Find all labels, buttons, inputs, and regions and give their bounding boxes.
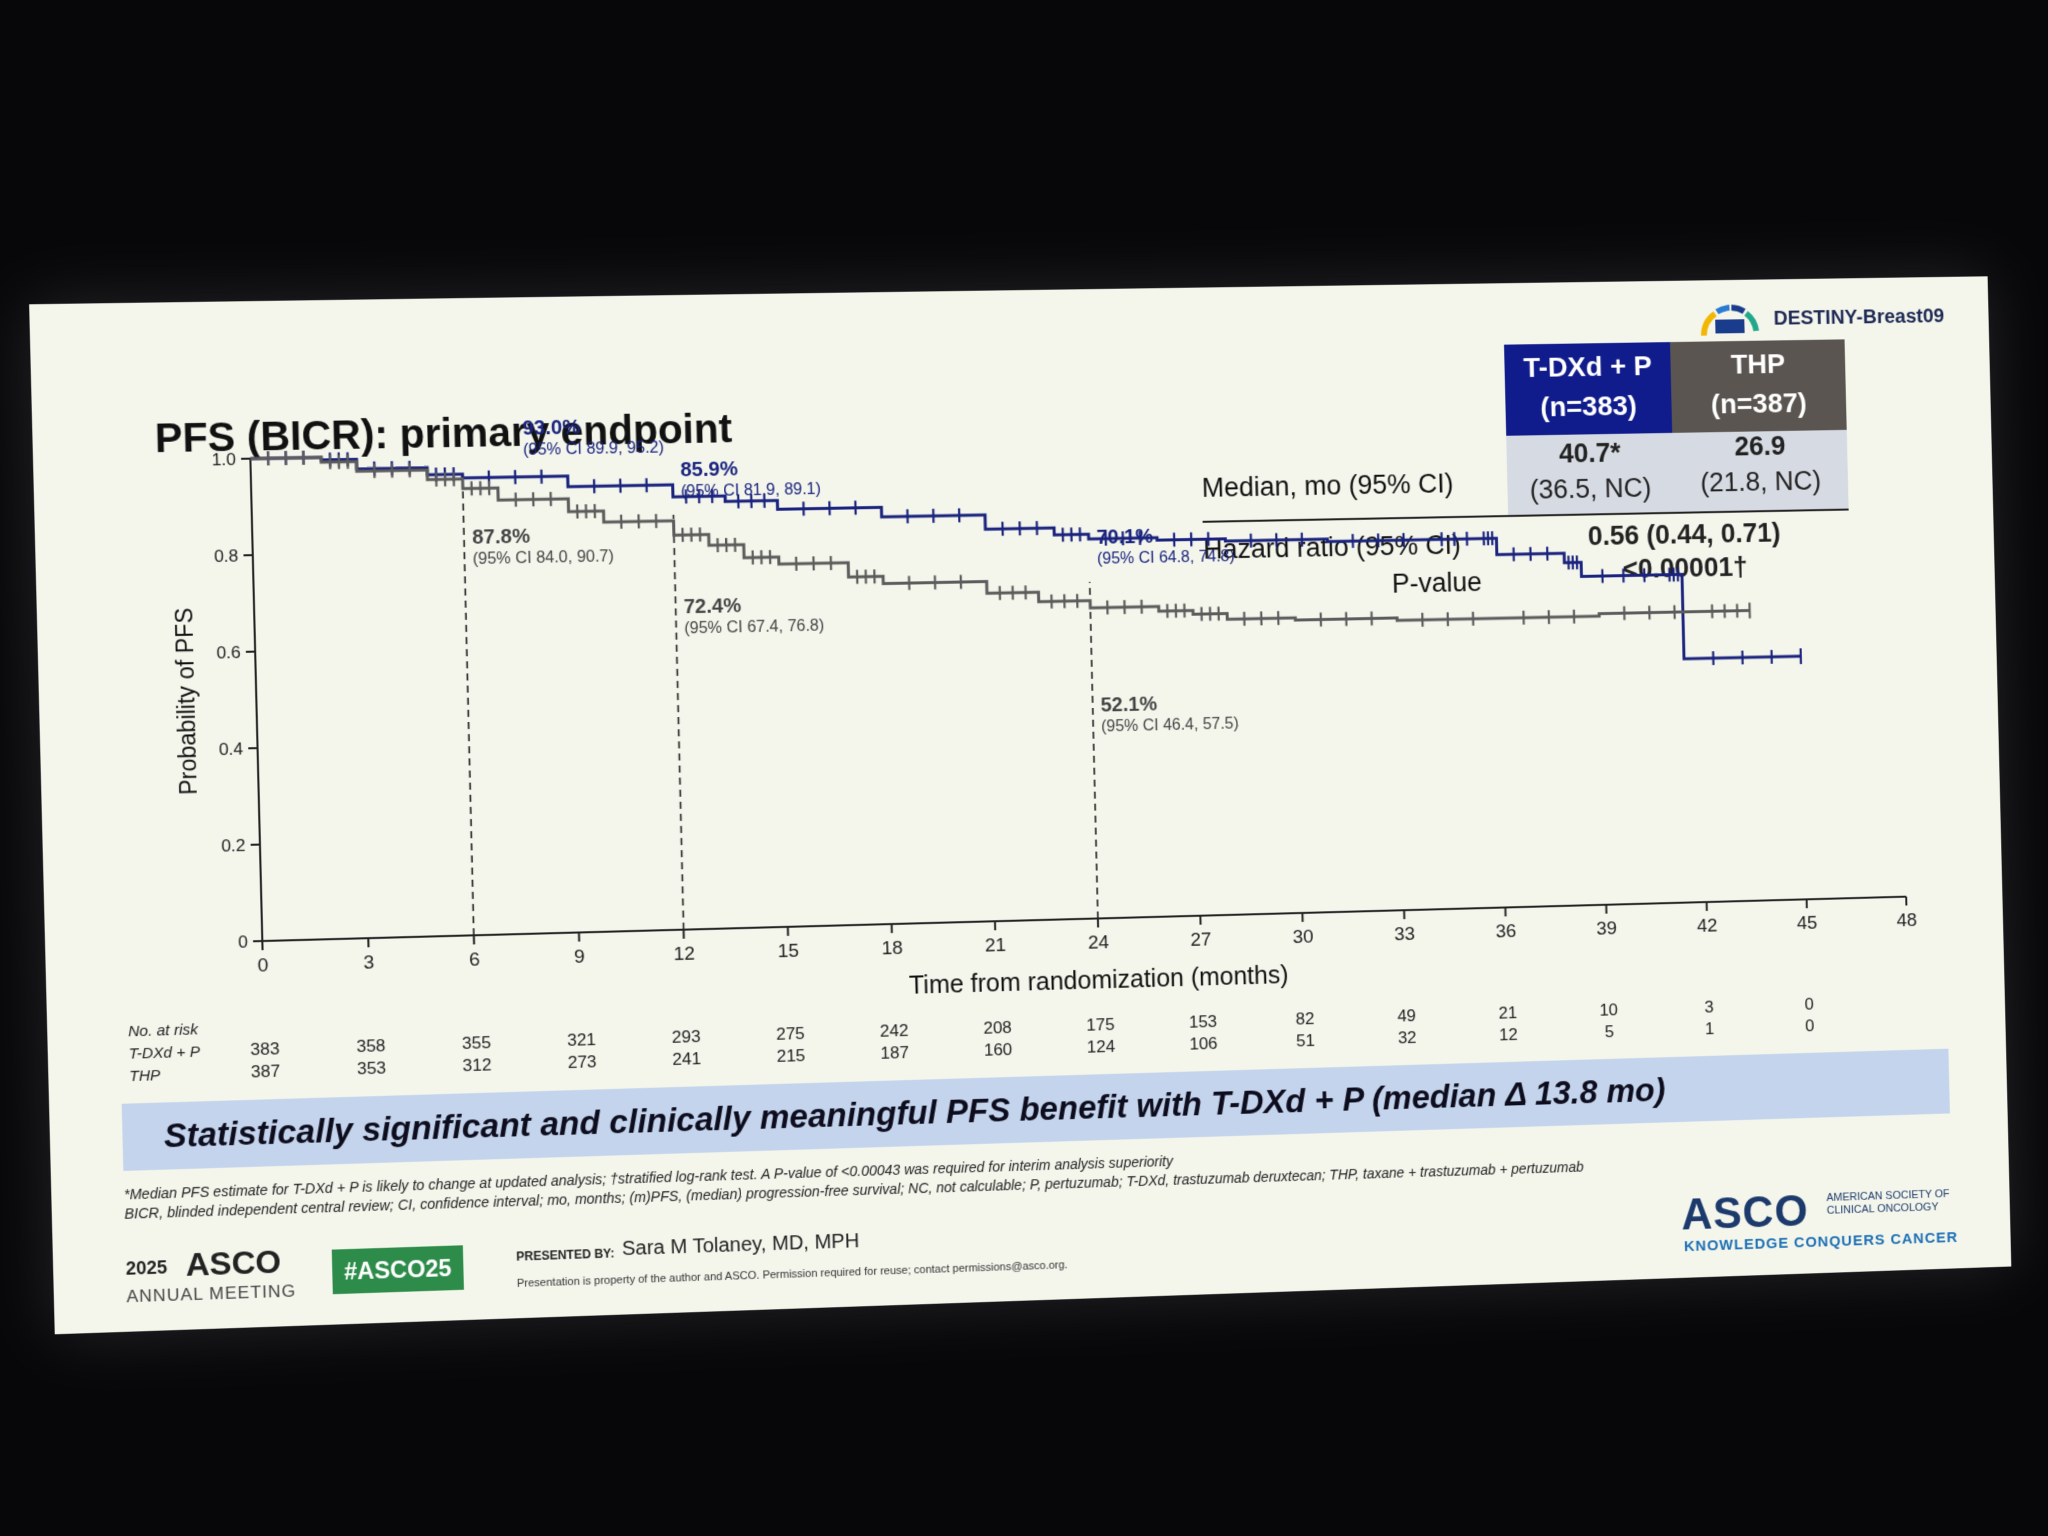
at-risk-value: 153 (1189, 1011, 1218, 1032)
y-tick-label: 1.0 (211, 449, 236, 470)
slide: DESTINY-Breast09 PFS (BICR): primary end… (29, 276, 2011, 1334)
property-note: Presentation is property of the author a… (517, 1259, 1068, 1290)
at-risk-row-label: T-DXd + P (129, 1044, 201, 1063)
landmark-label-thp: 52.1% (1100, 693, 1157, 716)
landmark-ci-thp: (95% CI 46.4, 57.5) (1101, 714, 1239, 735)
at-risk-value: 124 (1087, 1036, 1116, 1057)
at-risk-value: 32 (1398, 1027, 1417, 1047)
at-risk-value: 321 (567, 1029, 596, 1050)
y-axis-line (250, 459, 262, 941)
at-risk-value: 383 (250, 1038, 280, 1059)
landmark-label-thp: 87.8% (472, 526, 530, 549)
x-tick-label: 45 (1797, 913, 1818, 934)
at-risk-value: 160 (984, 1039, 1013, 1060)
asco-logo: ASCO AMERICAN SOCIETY OF CLINICAL ONCOLO… (1681, 1182, 1973, 1261)
at-risk-heading: No. at risk (128, 1021, 200, 1040)
hashtag-badge: #ASCO25 (332, 1245, 464, 1294)
asco-wordmark: ASCO (1681, 1187, 1809, 1241)
x-tick-label: 24 (1088, 932, 1110, 953)
at-risk-value: 293 (672, 1026, 701, 1047)
at-risk-value: 51 (1296, 1030, 1315, 1050)
x-axis-label: Time from randomization (months) (909, 961, 1289, 999)
at-risk-value: 312 (462, 1054, 491, 1075)
at-risk-value: 12 (1499, 1024, 1518, 1044)
landmark-label-tdxd: 85.9% (680, 458, 738, 481)
at-risk-value: 242 (880, 1020, 909, 1041)
at-risk-value: 49 (1397, 1005, 1416, 1025)
landmark-label-tdxd: 70.1% (1096, 526, 1153, 549)
landmark-ci-tdxd: (95% CI 64.8, 74.8) (1097, 547, 1235, 568)
x-tick-label: 21 (985, 935, 1007, 956)
landmark-ci-tdxd: (95% CI 81.9, 89.1) (681, 480, 821, 500)
at-risk-value: 3 (1704, 997, 1714, 1017)
y-tick-label: 0.8 (214, 545, 239, 566)
at-risk-value: 353 (357, 1057, 387, 1078)
x-tick-label: 9 (574, 947, 585, 968)
x-tick-label: 39 (1596, 918, 1617, 939)
x-tick-label: 33 (1394, 924, 1415, 945)
x-tick-label: 18 (881, 938, 903, 959)
asco-society-name: AMERICAN SOCIETY OF CLINICAL ONCOLOGY (1826, 1187, 1971, 1217)
at-risk-value: 275 (776, 1023, 805, 1044)
at-risk-value: 5 (1604, 1021, 1614, 1041)
landmark-label-tdxd: 93.0% (522, 417, 580, 440)
x-tick-label: 0 (257, 955, 268, 976)
x-tick-label: 6 (469, 949, 480, 970)
y-tick-label: 0.6 (216, 642, 241, 663)
landmark-ci-tdxd: (95% CI 89.9, 95.2) (523, 439, 664, 459)
at-risk-value: 0 (1804, 994, 1814, 1014)
x-tick-label: 48 (1896, 910, 1917, 931)
at-risk-value: 355 (462, 1032, 491, 1053)
landmark-ci-thp: (95% CI 84.0, 90.7) (473, 547, 615, 568)
presented-by-label: PRESENTED BY: (516, 1246, 615, 1263)
landmark-label-thp: 72.4% (684, 595, 742, 618)
y-tick-label: 0.2 (221, 835, 246, 856)
x-tick-label: 27 (1190, 930, 1211, 951)
x-tick-label: 3 (363, 952, 374, 973)
at-risk-value: 21 (1498, 1002, 1517, 1022)
x-axis-line (262, 897, 1906, 941)
meeting-org: ASCO (185, 1243, 281, 1284)
at-risk-value: 82 (1295, 1008, 1314, 1028)
x-tick-label: 15 (778, 941, 800, 962)
at-risk-value: 0 (1805, 1015, 1815, 1035)
landmark-line (1090, 582, 1098, 919)
x-tick-label: 30 (1292, 927, 1313, 948)
at-risk-value: 187 (880, 1042, 909, 1063)
x-tick-label: 42 (1697, 916, 1718, 937)
y-axis-label: Probability of PFS (171, 608, 202, 796)
km-chart: 0 3 6 9 12 15 18 21 24 27 30 33 36 39 42 45 4800.20.40.6… (29, 276, 2006, 1110)
meeting-subtitle: ANNUAL MEETING (126, 1281, 296, 1307)
x-tick-label: 12 (673, 944, 695, 966)
landmark-ci-thp: (95% CI 67.4, 76.8) (684, 617, 824, 638)
meeting-year: 2025 (126, 1257, 168, 1280)
at-risk-value: 358 (356, 1035, 386, 1056)
landmark-line (673, 515, 683, 930)
at-risk-value: 1 (1705, 1018, 1715, 1038)
at-risk-value: 208 (983, 1017, 1012, 1038)
at-risk-value: 273 (567, 1051, 596, 1072)
at-risk-row-label: THP (129, 1067, 160, 1085)
presenter-name: Sara M Tolaney, MD, MPH (622, 1230, 860, 1261)
at-risk-value: 106 (1189, 1033, 1218, 1054)
at-risk-value: 10 (1599, 999, 1618, 1019)
y-tick-label: 0.4 (219, 738, 244, 759)
at-risk-value: 387 (251, 1061, 281, 1082)
y-tick-label: 0 (238, 931, 248, 951)
at-risk-value: 215 (776, 1045, 805, 1066)
at-risk-value: 241 (672, 1048, 701, 1069)
at-risk-value: 175 (1086, 1014, 1115, 1035)
x-tick-label: 36 (1495, 921, 1516, 942)
